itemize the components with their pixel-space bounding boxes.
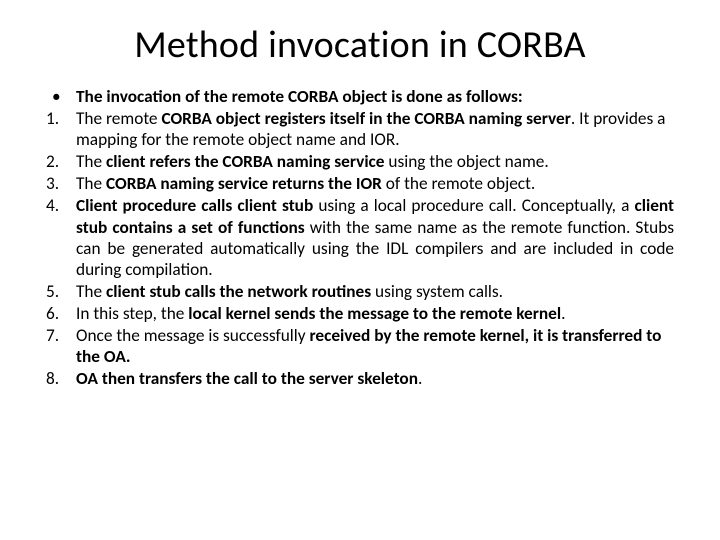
slide-body: • The invocation of the remote CORBA obj…: [46, 86, 674, 389]
list-number: 1.: [46, 108, 76, 150]
list-item: 2. The client refers the CORBA naming se…: [46, 151, 674, 172]
list-number: 4.: [46, 195, 76, 279]
list-item-text: In this step, the local kernel sends the…: [76, 303, 674, 324]
list-number: 8.: [46, 368, 76, 389]
list-item: 4.Client procedure calls client stub usi…: [46, 195, 674, 279]
list-item-text: The client refers the CORBA naming servi…: [76, 151, 674, 172]
list-item-text: The remote CORBA object registers itself…: [76, 108, 674, 150]
list-number: 2.: [46, 151, 76, 172]
intro-text: The invocation of the remote CORBA objec…: [76, 86, 674, 107]
list-item-text: The client stub calls the network routin…: [76, 281, 674, 302]
list-number: 3.: [46, 173, 76, 194]
list-item: 6.In this step, the local kernel sends t…: [46, 303, 674, 324]
list-item: 5.The client stub calls the network rout…: [46, 281, 674, 302]
list-item-text: Once the message is successfully receive…: [76, 325, 674, 367]
list-number: 5.: [46, 281, 76, 302]
list-item: 3. The CORBA naming service returns the …: [46, 173, 674, 194]
list-item-text: The CORBA naming service returns the IOR…: [76, 173, 674, 194]
list-item: 7. Once the message is successfully rece…: [46, 325, 674, 367]
list-item: 1.The remote CORBA object registers itse…: [46, 108, 674, 150]
bullet-marker: •: [46, 86, 76, 107]
ordered-list: 1.The remote CORBA object registers itse…: [46, 108, 674, 389]
intro-bullet-row: • The invocation of the remote CORBA obj…: [46, 86, 674, 107]
list-item-text: Client procedure calls client stub using…: [76, 195, 674, 279]
slide-title: Method invocation in CORBA: [46, 22, 674, 68]
list-item: 8. OA then transfers the call to the ser…: [46, 368, 674, 389]
list-item-text: OA then transfers the call to the server…: [76, 368, 674, 389]
list-number: 7.: [46, 325, 76, 367]
list-number: 6.: [46, 303, 76, 324]
